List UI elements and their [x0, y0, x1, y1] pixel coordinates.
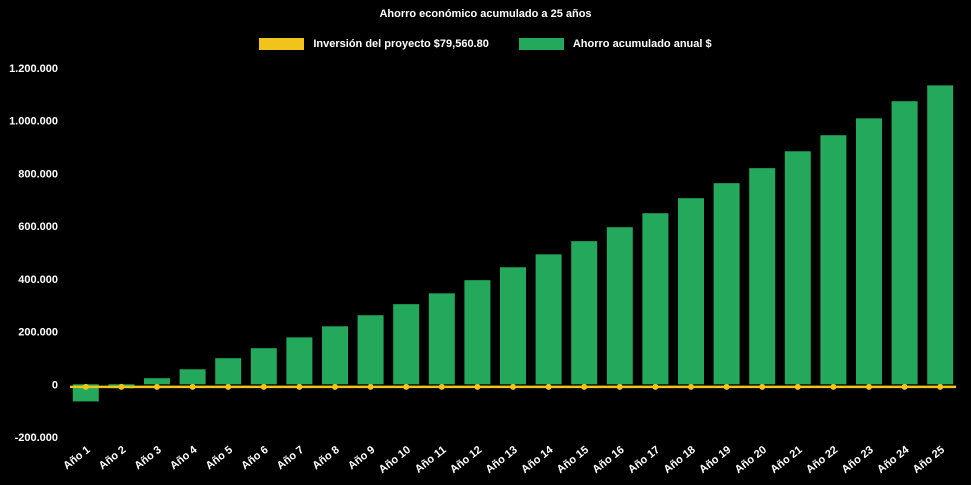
investment-line-point [616, 383, 623, 390]
x-tick-label: Año 10 [377, 444, 413, 476]
investment-line-point [118, 383, 125, 390]
bar-Año 16 [606, 227, 633, 385]
x-tick-label: Año 15 [555, 444, 591, 476]
investment-line-point [545, 383, 552, 390]
investment-line-point [296, 383, 303, 390]
x-tick-label: Año 11 [413, 444, 449, 476]
investment-line-point [652, 383, 659, 390]
y-tick-label: 800.000 [18, 168, 58, 180]
bar-Año 13 [500, 267, 526, 385]
x-tick-label: Año 19 [697, 444, 733, 476]
bar-Año 21 [784, 151, 811, 385]
bar-Año 22 [820, 135, 847, 385]
bar-Año 3 [144, 378, 170, 385]
bar-Año 5 [215, 358, 242, 385]
x-tick-label: Año 9 [346, 444, 377, 472]
bar-Año 8 [322, 326, 348, 385]
x-tick-label: Año 17 [626, 444, 662, 476]
y-tick-label: 1.200.000 [9, 63, 58, 75]
bar-Año 11 [428, 293, 455, 385]
x-tick-label: Año 23 [840, 444, 876, 476]
y-tick-label: 200.000 [18, 327, 58, 339]
investment-line-point [225, 383, 232, 390]
investment-line-point [438, 383, 445, 390]
chart-title: Ahorro económico acumulado a 25 años [379, 8, 592, 20]
investment-line-point [794, 383, 801, 390]
bar-Año 25 [927, 85, 954, 385]
chart-legend: Inversión del proyecto $79,560.80 Ahorro… [0, 38, 971, 50]
x-tick-label: Año 22 [804, 444, 840, 476]
bar-Año 17 [642, 213, 669, 385]
investment-line-point [82, 383, 89, 390]
bar-Año 19 [713, 183, 740, 385]
investment-line-point [759, 383, 766, 390]
x-tick-label: Año 16 [590, 444, 626, 476]
y-tick-label: 0 [52, 379, 58, 391]
y-tick-label: 1.000.000 [9, 116, 58, 128]
y-tick-label: 600.000 [18, 221, 58, 233]
bar-Año 9 [357, 315, 384, 385]
x-tick-label: Año 13 [484, 444, 520, 476]
x-tick-label: Año 12 [448, 444, 484, 476]
investment-line-point [332, 383, 338, 390]
bar-Año 12 [464, 280, 491, 385]
bar-Año 23 [856, 118, 882, 385]
x-tick-label: Año 3 [132, 444, 163, 472]
x-tick-label: Año 2 [97, 444, 128, 472]
bar-Año 20 [749, 168, 776, 385]
x-tick-label: Año 1 [61, 444, 92, 472]
y-tick-label: -200.000 [15, 432, 58, 444]
x-tick-label: Año 8 [310, 444, 341, 472]
x-tick-label: Año 14 [519, 443, 556, 476]
bar-Año 1 [72, 384, 99, 402]
investment-line-point [474, 383, 481, 390]
investment-line-point [723, 383, 730, 390]
bar-Año 14 [535, 254, 562, 385]
x-tick-label: Año 4 [168, 443, 200, 472]
bar-Año 7 [286, 337, 313, 385]
x-tick-label: Año 21 [768, 444, 804, 476]
investment-line-point [367, 383, 374, 390]
investment-line-point [581, 383, 588, 390]
legend-swatch-investment [259, 38, 305, 50]
legend-item-investment[interactable]: Inversión del proyecto $79,560.80 [259, 38, 489, 50]
bar-Año 4 [179, 369, 206, 385]
x-tick-label: Año 7 [275, 444, 306, 472]
y-tick-label: 400.000 [18, 274, 58, 286]
investment-line-point [901, 383, 908, 390]
x-tick-label: Año 24 [875, 443, 912, 476]
investment-line-point [830, 383, 837, 390]
x-tick-label: Año 25 [911, 444, 947, 476]
x-tick-label: Año 6 [239, 444, 270, 472]
legend-item-savings[interactable]: Ahorro acumulado anual $ [518, 38, 712, 50]
investment-line-point [937, 383, 944, 390]
bar-Año 15 [571, 241, 598, 385]
bar-Año 6 [250, 348, 277, 385]
bar-Año 18 [678, 198, 704, 385]
legend-swatch-savings [518, 38, 564, 50]
legend-label-savings: Ahorro acumulado anual $ [572, 38, 712, 50]
investment-line-point [403, 383, 410, 390]
investment-line-point [510, 383, 516, 390]
investment-line-point [688, 383, 694, 390]
bar-Año 10 [393, 304, 420, 385]
investment-line-point [189, 383, 196, 390]
x-tick-label: Año 18 [662, 444, 698, 476]
x-tick-label: Año 20 [733, 444, 769, 476]
x-tick-label: Año 5 [204, 444, 235, 472]
legend-label-investment: Inversión del proyecto $79,560.80 [313, 38, 489, 50]
bar-Año 24 [891, 101, 918, 385]
investment-line-point [260, 383, 267, 390]
investment-line-point [866, 383, 872, 390]
investment-line-point [154, 383, 160, 390]
